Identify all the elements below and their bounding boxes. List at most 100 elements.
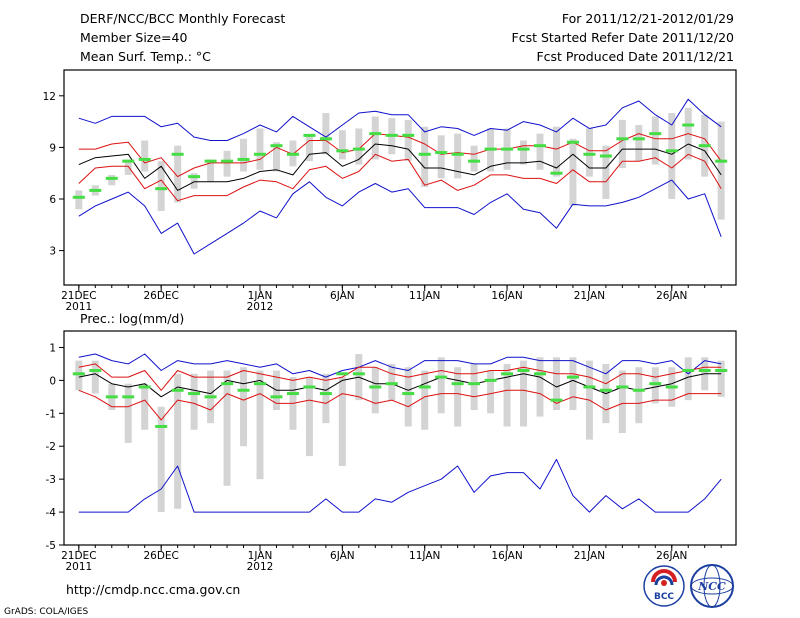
median-marker: [451, 152, 464, 156]
ensemble-box: [124, 383, 132, 443]
x-tick-sublabel: 2012: [247, 561, 274, 573]
x-tick-sublabel: 2011: [65, 561, 92, 573]
x-tick-label: 11JAN: [409, 290, 440, 302]
series-ensemble-max: [78, 353, 722, 378]
median-marker: [122, 159, 135, 163]
median-marker: [270, 395, 283, 399]
ensemble-box: [338, 130, 346, 160]
median-marker: [369, 385, 382, 389]
ensemble-box: [322, 113, 330, 155]
x-tick-label: 21JAN: [574, 550, 605, 562]
series-mean-plus-spread: [78, 363, 722, 391]
median-marker: [89, 369, 102, 373]
ensemble-box: [454, 133, 462, 179]
y-tick-label: 1: [49, 342, 56, 354]
ensemble-box: [174, 145, 182, 203]
median-marker: [468, 382, 481, 386]
ensemble-box: [668, 113, 676, 199]
median-marker: [418, 152, 431, 156]
ensemble-box-tail: [717, 178, 725, 220]
series-mean-minus-spread: [78, 389, 722, 421]
median-marker: [204, 395, 217, 399]
ensemble-box: [404, 367, 412, 427]
source-url[interactable]: http://cmdp.ncc.cma.gov.cn: [66, 582, 240, 597]
median-marker: [303, 385, 316, 389]
median-marker: [698, 369, 711, 373]
median-marker: [138, 385, 151, 389]
median-marker: [171, 152, 184, 156]
median-marker: [138, 157, 151, 161]
ensemble-box: [223, 150, 231, 177]
ensemble-box: [470, 363, 478, 411]
y-tick-label: 9: [49, 142, 56, 154]
median-marker: [352, 372, 365, 376]
bcc-logo: BCC: [643, 565, 685, 607]
series-ensemble-mean: [78, 143, 722, 191]
median-marker: [369, 132, 382, 136]
median-marker: [566, 140, 579, 144]
median-marker: [616, 385, 629, 389]
median-marker: [319, 137, 332, 141]
median-marker: [171, 388, 184, 392]
median-marker: [599, 154, 612, 158]
ensemble-box: [388, 363, 396, 401]
x-tick-sublabel: 2012: [247, 301, 274, 313]
chart-title: DERF/NCC/BCC Monthly Forecast: [80, 11, 285, 26]
median-marker: [286, 152, 299, 156]
median-marker: [254, 382, 266, 386]
ensemble-box: [585, 128, 593, 177]
ensemble-box: [75, 360, 83, 391]
ensemble-box: [190, 173, 198, 189]
ensemble-box: [651, 116, 659, 165]
ensemble-box: [322, 373, 330, 424]
x-tick-label: 6JAN: [330, 550, 355, 562]
median-marker: [517, 147, 530, 151]
ensemble-box: [520, 140, 528, 165]
variable-label: Mean Surf. Temp.: °C: [80, 49, 211, 64]
ensemble-box: [487, 370, 495, 414]
median-marker: [534, 144, 546, 148]
y-tick-label: -2: [46, 441, 56, 453]
median-marker: [402, 392, 415, 396]
ensemble-box: [338, 377, 346, 466]
y-tick-label: -1: [46, 408, 56, 420]
median-marker: [286, 392, 299, 396]
ensemble-box: [437, 357, 445, 414]
median-marker: [468, 159, 481, 163]
bcc-logo-dot: [661, 580, 667, 586]
ensemble-box: [141, 140, 149, 172]
median-marker: [484, 378, 497, 382]
x-tick-label: 21JAN: [574, 290, 605, 302]
forecast-period-label: For 2011/12/21-2012/01/29: [562, 11, 734, 26]
median-marker: [501, 372, 514, 376]
ensemble-box: [536, 133, 544, 170]
median-marker: [550, 171, 563, 175]
ensemble-box: [240, 138, 248, 172]
x-tick-label: 26JAN: [656, 550, 687, 562]
ensemble-box: [256, 128, 264, 170]
median-marker: [402, 133, 415, 137]
x-tick-label: 26DEC: [143, 290, 178, 302]
x-tick-label: 1JAN: [248, 550, 273, 562]
ensemble-box: [470, 145, 478, 172]
grads-credit: GrADS: COLA/IGES: [4, 607, 88, 617]
median-marker: [665, 149, 678, 153]
ensemble-box: [552, 357, 560, 411]
median-marker: [188, 175, 201, 179]
median-marker: [336, 372, 349, 376]
plot-frame: [63, 330, 737, 546]
ensemble-box: [454, 367, 462, 427]
median-marker: [319, 392, 332, 396]
median-marker: [237, 388, 250, 392]
median-marker: [336, 149, 349, 153]
series-ensemble-mean: [78, 373, 722, 398]
series-ensemble-max: [78, 98, 722, 141]
median-marker: [352, 147, 365, 151]
median-marker: [105, 176, 118, 180]
x-tick-label: 26DEC: [143, 550, 178, 562]
ensemble-box: [569, 357, 577, 411]
median-marker: [649, 382, 662, 386]
x-tick-label: 16JAN: [491, 290, 522, 302]
ncc-logo-meridian: [703, 564, 721, 608]
